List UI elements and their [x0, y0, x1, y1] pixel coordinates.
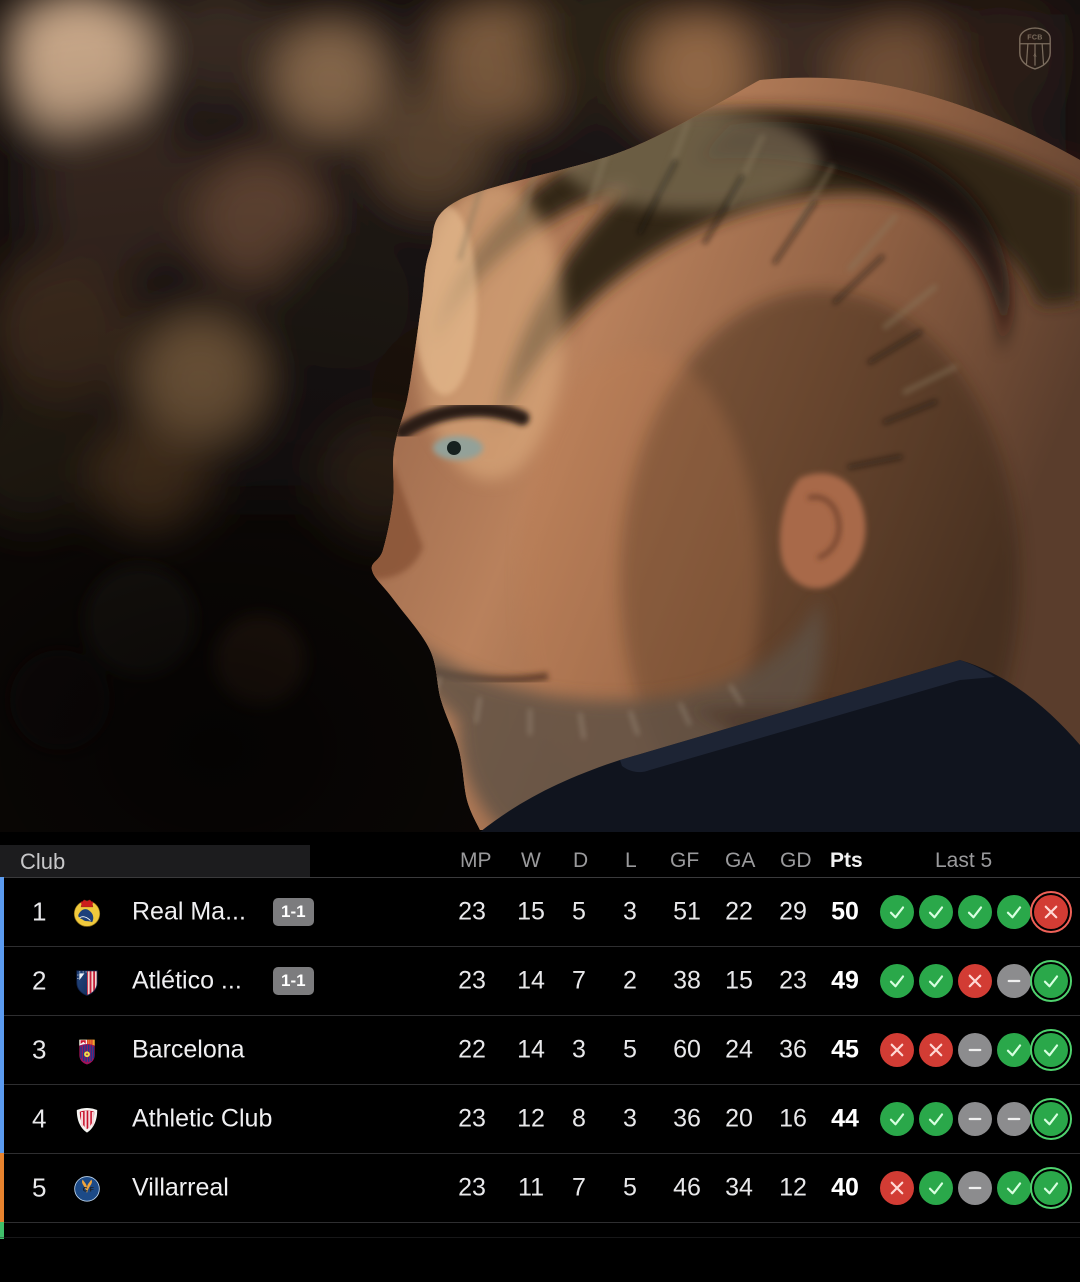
svg-text:&: &	[1033, 53, 1037, 59]
svg-text:FCB: FCB	[1027, 33, 1042, 41]
